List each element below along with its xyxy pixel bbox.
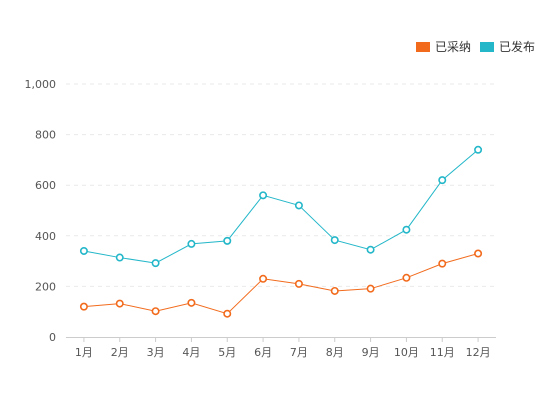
legend-label-published: 已发布 xyxy=(499,40,536,54)
data-point-published xyxy=(115,253,124,262)
data-point-published xyxy=(330,236,339,245)
data-point-published xyxy=(187,239,196,248)
data-point-adopted xyxy=(438,259,447,268)
data-point-published xyxy=(366,245,375,254)
x-tick-label: 1月 xyxy=(75,346,93,359)
data-point-adopted xyxy=(402,273,411,282)
legend-item-adopted[interactable]: 已采纳 xyxy=(416,38,471,55)
x-tick-label: 4月 xyxy=(182,346,200,359)
x-tick-label: 2月 xyxy=(111,346,129,359)
x-tick-label: 3月 xyxy=(147,346,165,359)
data-point-adopted xyxy=(330,286,339,295)
chart-legend: 已采纳 已发布 xyxy=(416,38,535,55)
data-point-adopted xyxy=(223,309,232,318)
data-point-published xyxy=(223,236,232,245)
y-tick-label: 800 xyxy=(35,129,56,142)
x-tick-label: 9月 xyxy=(362,346,380,359)
data-point-adopted xyxy=(115,299,124,308)
data-point-adopted xyxy=(187,298,196,307)
y-tick-label: 600 xyxy=(35,179,56,192)
legend-label-adopted: 已采纳 xyxy=(435,40,472,54)
legend-item-published[interactable]: 已发布 xyxy=(480,38,535,55)
data-point-published xyxy=(438,176,447,185)
data-point-published xyxy=(474,145,483,154)
data-point-adopted xyxy=(474,249,483,258)
series-line-published xyxy=(83,149,479,264)
series-line-adopted xyxy=(83,253,479,315)
x-tick-label: 11月 xyxy=(430,346,455,359)
data-point-published xyxy=(402,225,411,234)
data-point-published xyxy=(294,201,303,210)
x-tick-label: 8月 xyxy=(326,346,344,359)
y-tick-label: 400 xyxy=(35,230,56,243)
y-tick-label: 0 xyxy=(49,331,56,344)
x-tick-label: 7月 xyxy=(290,346,308,359)
data-point-published xyxy=(79,246,88,255)
data-point-published xyxy=(151,259,160,268)
data-point-adopted xyxy=(259,274,268,283)
x-tick-label: 6月 xyxy=(254,346,272,359)
data-point-published xyxy=(259,191,268,200)
x-tick-label: 10月 xyxy=(394,346,419,359)
data-point-adopted xyxy=(79,302,88,311)
x-tick-label: 12月 xyxy=(466,346,491,359)
data-point-adopted xyxy=(151,307,160,316)
data-point-adopted xyxy=(294,279,303,288)
y-tick-label: 200 xyxy=(35,280,56,293)
data-point-adopted xyxy=(366,284,375,293)
x-tick-label: 5月 xyxy=(218,346,236,359)
legend-swatch-published xyxy=(480,41,495,52)
y-tick-label: 1,000 xyxy=(25,78,57,91)
legend-swatch-adopted xyxy=(416,41,430,52)
